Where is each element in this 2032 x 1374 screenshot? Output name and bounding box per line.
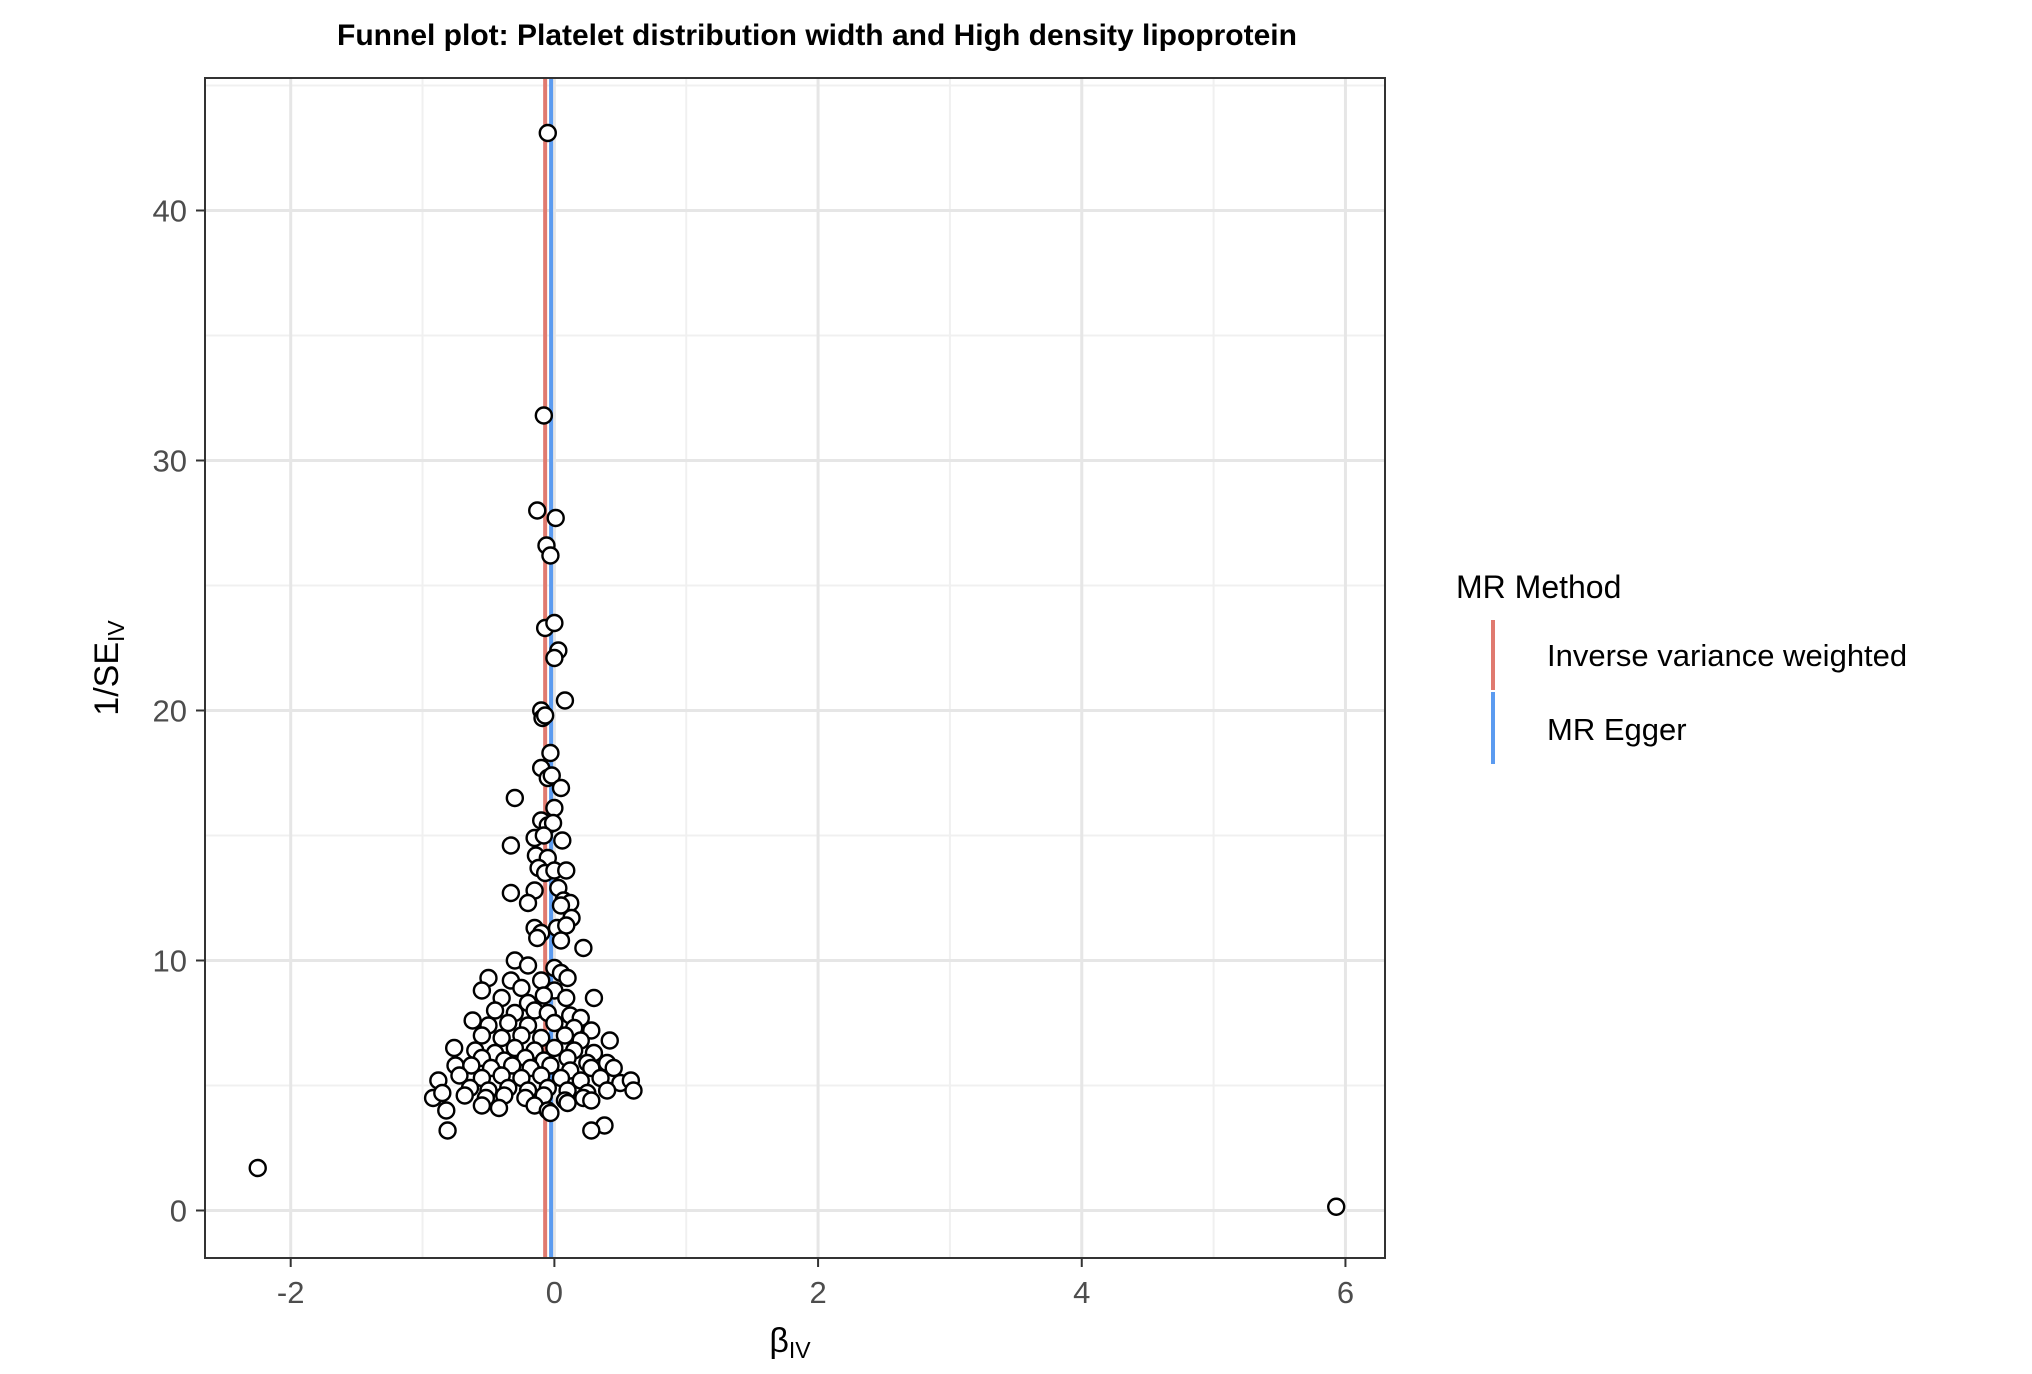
snp-point [438,1121,457,1140]
snp-point [545,798,564,818]
chart-title: Funnel plot: Platelet distribution width… [337,19,1297,52]
x-axis-label: βIV [769,1322,811,1363]
snp-point [541,1103,560,1123]
snp-point [545,613,564,633]
legend-title: MR Method [1456,569,1621,605]
snp-point [1327,1197,1346,1216]
snp-point [574,938,593,958]
legend: MR Method Inverse variance weighted MR E… [1456,569,1907,764]
x-tick-label: 2 [809,1275,826,1310]
snp-point [582,1121,601,1140]
x-tick-label: 4 [1073,1275,1090,1310]
y-axis-label-sub: IV [103,620,129,642]
snp-point [555,1026,575,1045]
snp-point [543,813,563,833]
plot-panel [204,77,1386,1259]
snp-points [248,123,1346,1216]
y-axis-label: 1/SEIV [88,620,129,716]
x-axis-label-main: β [769,1322,789,1360]
snp-point [462,1056,481,1075]
y-tick-label: 40 [153,194,187,229]
x-tick-label: 6 [1337,1275,1354,1310]
snp-point [433,1083,452,1103]
snp-point [600,1031,619,1050]
snp-point [485,1001,505,1020]
snp-point [538,123,557,143]
snp-point [512,978,531,998]
snp-point [450,1066,469,1085]
legend-label-mr-egger: MR Egger [1547,712,1687,747]
snp-point [437,1101,456,1120]
snp-point [535,706,555,725]
major-gridlines [205,78,1385,1258]
snp-point [604,1058,623,1078]
snp-point [582,1091,601,1110]
snp-point [541,546,560,565]
x-axis: -2 0 2 4 6 [277,1258,1354,1310]
snp-point [545,648,564,668]
snp-point [555,691,575,710]
y-tick-label: 10 [153,944,187,979]
snp-point [518,956,538,975]
snp-point [463,1011,482,1030]
y-tick-label: 20 [153,694,187,729]
snp-point [624,1081,643,1100]
snp-point [501,883,521,903]
snp-point [518,893,538,913]
snp-point [584,988,604,1008]
legend-label-inverse-variance-weighted: Inverse variance weighted [1547,638,1907,673]
snp-point [551,778,571,798]
snp-point [472,1096,492,1115]
snp-point [545,1038,564,1058]
snp-point [492,1028,511,1048]
snp-point [551,896,571,915]
snp-point [444,1038,464,1058]
snp-point [489,1098,509,1118]
snp-point [534,826,554,845]
x-tick-label: -2 [277,1275,305,1310]
snp-point [472,981,492,1000]
y-axis: 0 10 20 30 40 [153,194,205,1229]
y-axis-label-main: 1/SE [88,642,126,716]
snp-point [528,501,547,520]
snp-point [546,508,565,528]
snp-point [534,406,554,425]
snp-point [553,831,572,850]
snp-point [501,836,521,855]
snp-point [534,986,554,1005]
y-tick-label: 30 [153,444,187,479]
snp-point [557,988,576,1008]
minor-gridlines [205,78,1385,1258]
snp-point [528,928,547,948]
snp-point [505,788,525,808]
snp-point [551,931,571,950]
snp-point [499,1013,518,1033]
snp-point [558,1093,577,1113]
snp-point [545,1013,564,1033]
snp-point [542,766,561,785]
panel-border [204,77,1386,1259]
snp-point [472,1026,492,1045]
snp-point [557,861,576,880]
snp-point [541,743,560,763]
snp-point [558,968,577,988]
x-axis-label-sub: IV [789,1337,811,1363]
snp-point [597,1081,617,1100]
snp-point [248,1158,267,1178]
x-tick-label: 0 [546,1275,563,1310]
snp-point [455,1086,474,1105]
snp-point [557,916,576,935]
y-tick-label: 0 [170,1194,187,1229]
